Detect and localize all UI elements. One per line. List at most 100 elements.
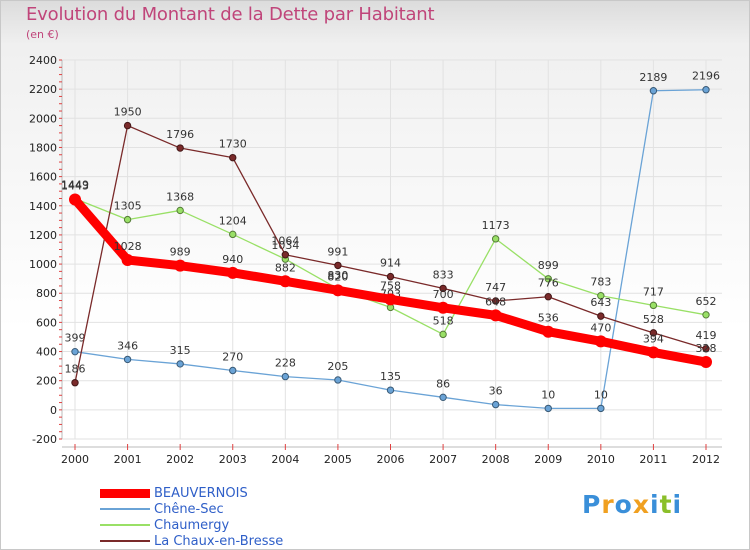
y-tick-label: 2200 bbox=[29, 83, 57, 96]
data-label-ch-ne-sec: 399 bbox=[65, 332, 86, 345]
x-tick-label: 2010 bbox=[587, 453, 615, 466]
data-point-la-chaux-en-bresse bbox=[702, 345, 710, 353]
data-label-ch-ne-sec: 2189 bbox=[639, 71, 667, 84]
y-tick-label: 1200 bbox=[29, 229, 57, 242]
x-tick-label: 2007 bbox=[429, 453, 457, 466]
data-point-ch-ne-sec bbox=[439, 393, 447, 402]
logo-letter: t bbox=[659, 490, 673, 519]
data-label-la-chaux-en-bresse: 1796 bbox=[166, 128, 194, 141]
data-label-la-chaux-en-bresse: 1730 bbox=[219, 138, 247, 151]
data-label-beauvernois: 328 bbox=[696, 342, 717, 355]
proxiti-logo: Proxiti bbox=[582, 490, 682, 519]
data-point-la-chaux-en-bresse bbox=[71, 379, 79, 387]
legend-label-la-chaux-en-bresse: La Chaux-en-Bresse bbox=[154, 533, 284, 549]
data-label-ch-ne-sec: 346 bbox=[117, 339, 138, 352]
legend: BEAUVERNOIS Chêne-Sec Chaumergy La Chaux… bbox=[100, 485, 283, 549]
data-label-ch-ne-sec: 2196 bbox=[692, 70, 720, 83]
data-label-beauvernois: 470 bbox=[590, 321, 611, 334]
y-tick-label: 1000 bbox=[29, 258, 57, 271]
legend-item-beauvernois: BEAUVERNOIS bbox=[100, 485, 283, 501]
data-label-chaumergy: 652 bbox=[696, 295, 717, 308]
line-chart: -200 0 200 400 600 800 1000 1200 1400 1600 1800 200… bbox=[29, 54, 722, 466]
data-label-beauvernois: 394 bbox=[643, 332, 664, 345]
data-label-beauvernois: 1443 bbox=[61, 180, 89, 193]
data-point-beauvernois bbox=[700, 356, 712, 369]
data-label-ch-ne-sec: 315 bbox=[170, 344, 191, 357]
data-label-ch-ne-sec: 86 bbox=[436, 377, 450, 390]
y-tick-label: 0 bbox=[50, 404, 57, 417]
data-point-chaumergy bbox=[439, 330, 447, 339]
data-label-ch-ne-sec: 36 bbox=[489, 385, 503, 398]
data-point-chaumergy bbox=[544, 275, 552, 283]
data-label-beauvernois: 940 bbox=[222, 253, 243, 266]
logo-letter: r bbox=[601, 490, 615, 519]
data-point-la-chaux-en-bresse bbox=[439, 284, 447, 293]
data-point-beauvernois bbox=[226, 266, 239, 279]
data-label-chaumergy: 1368 bbox=[166, 190, 194, 203]
x-tick-label: 2005 bbox=[324, 453, 352, 466]
data-label-beauvernois: 882 bbox=[275, 261, 296, 274]
data-point-la-chaux-en-bresse bbox=[386, 272, 395, 281]
y-tick-label: 200 bbox=[36, 375, 57, 388]
data-point-ch-ne-sec bbox=[123, 355, 132, 364]
data-point-beauvernois bbox=[331, 284, 344, 297]
data-point-ch-ne-sec bbox=[649, 87, 658, 95]
data-label-la-chaux-en-bresse: 991 bbox=[327, 245, 348, 258]
data-label-chaumergy: 1204 bbox=[219, 214, 247, 227]
chart-subtitle: (en €) bbox=[26, 28, 59, 41]
data-label-la-chaux-en-bresse: 643 bbox=[590, 296, 611, 309]
data-label-la-chaux-en-bresse: 419 bbox=[696, 329, 717, 342]
x-tick-label: 2002 bbox=[166, 453, 194, 466]
legend-swatch-la-chaux-en-bresse bbox=[100, 540, 150, 542]
data-label-ch-ne-sec: 135 bbox=[380, 370, 401, 383]
data-point-beauvernois bbox=[279, 275, 292, 288]
data-point-ch-ne-sec bbox=[386, 386, 395, 394]
x-tick-label: 2001 bbox=[114, 453, 142, 466]
legend-item-chene-sec: Chêne-Sec bbox=[100, 501, 283, 517]
data-label-chaumergy: 1449 bbox=[61, 179, 89, 192]
data-label-chaumergy: 1305 bbox=[114, 200, 142, 213]
data-label-chaumergy: 783 bbox=[590, 276, 611, 289]
data-point-ch-ne-sec bbox=[491, 400, 500, 409]
y-tick-label: 800 bbox=[36, 287, 57, 300]
data-point-chaumergy bbox=[123, 215, 132, 224]
data-label-ch-ne-sec: 10 bbox=[541, 388, 555, 401]
x-tick-label: 2003 bbox=[219, 453, 247, 466]
y-tick-label: 400 bbox=[36, 346, 57, 359]
data-point-chaumergy bbox=[491, 235, 500, 243]
data-label-beauvernois: 536 bbox=[538, 312, 559, 325]
data-point-la-chaux-en-bresse bbox=[229, 153, 237, 162]
data-point-la-chaux-en-bresse bbox=[334, 261, 342, 270]
data-point-chaumergy bbox=[229, 230, 237, 239]
x-tick-label: 2004 bbox=[271, 453, 299, 466]
data-label-la-chaux-en-bresse: 528 bbox=[643, 313, 664, 326]
x-tick-label: 2009 bbox=[534, 453, 562, 466]
legend-swatch-chene-sec bbox=[100, 508, 150, 510]
data-point-beauvernois bbox=[174, 259, 187, 272]
x-tick-label: 2006 bbox=[377, 453, 405, 466]
data-label-la-chaux-en-bresse: 747 bbox=[485, 281, 506, 294]
data-label-ch-ne-sec: 228 bbox=[275, 357, 296, 370]
y-tick-label: 1600 bbox=[29, 171, 57, 184]
data-point-chaumergy bbox=[597, 292, 605, 300]
logo-letter: i bbox=[672, 490, 683, 519]
data-label-la-chaux-en-bresse: 833 bbox=[433, 268, 454, 281]
logo-letter: o bbox=[614, 490, 633, 519]
logo-letter: P bbox=[582, 490, 602, 519]
data-label-beauvernois: 989 bbox=[170, 246, 191, 259]
x-tick-label: 2008 bbox=[482, 453, 510, 466]
data-point-beauvernois bbox=[69, 193, 81, 206]
y-tick-label: 2000 bbox=[29, 112, 57, 125]
x-tick-label: 2012 bbox=[692, 453, 720, 466]
legend-item-chaumergy: Chaumergy bbox=[100, 517, 283, 533]
data-point-beauvernois bbox=[489, 309, 502, 322]
data-point-beauvernois bbox=[647, 346, 660, 359]
y-tick-label: 600 bbox=[36, 316, 57, 329]
data-point-ch-ne-sec bbox=[229, 366, 237, 375]
data-label-la-chaux-en-bresse: 1950 bbox=[114, 106, 142, 119]
data-point-ch-ne-sec bbox=[176, 360, 184, 368]
y-tick-label: 2400 bbox=[29, 54, 57, 67]
logo-letter: x bbox=[632, 490, 650, 519]
x-tick-label: 2000 bbox=[61, 453, 89, 466]
